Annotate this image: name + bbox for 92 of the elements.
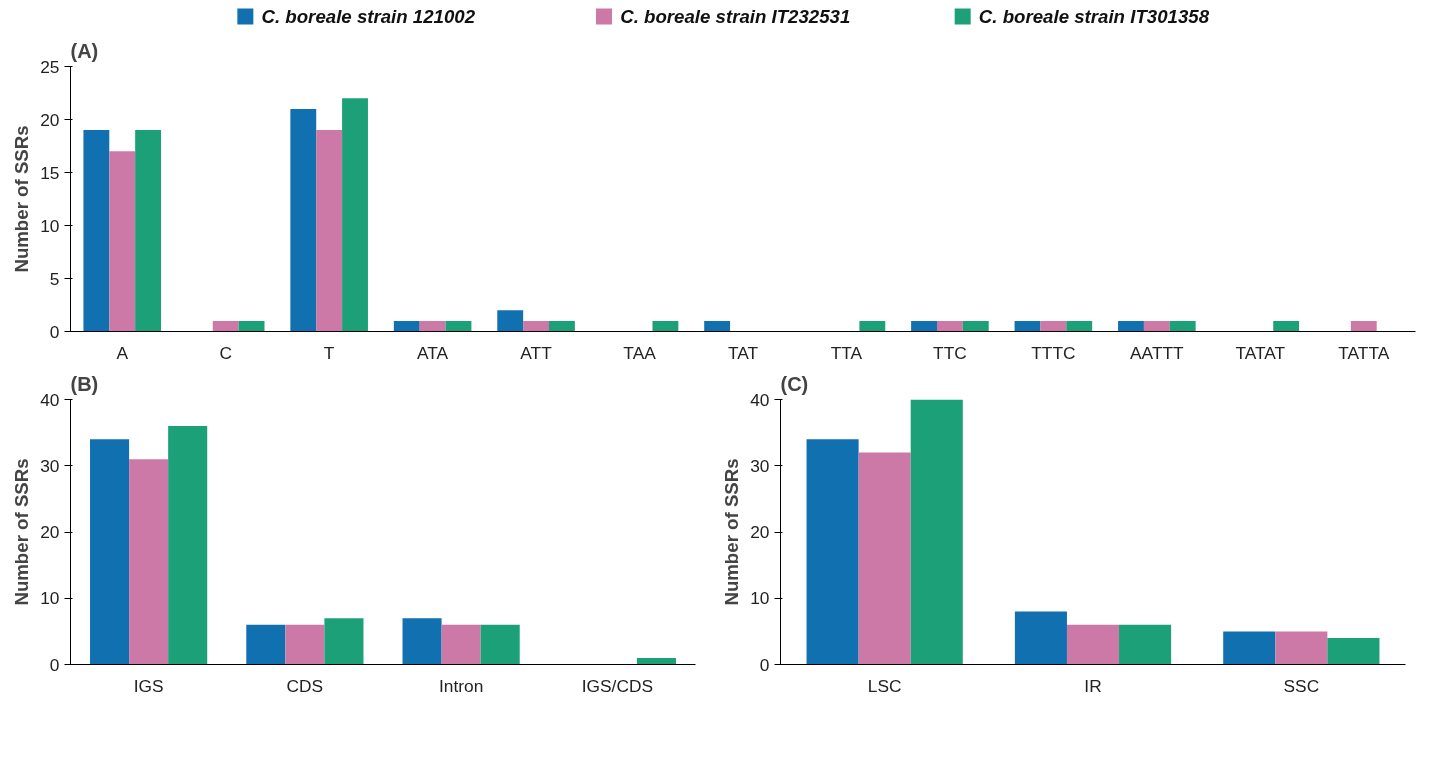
bar xyxy=(859,320,886,332)
x-tick-label: LSC xyxy=(867,675,902,696)
bar xyxy=(109,151,136,332)
bar xyxy=(1350,320,1377,332)
bar xyxy=(1066,624,1120,665)
y-tick-label: 30 xyxy=(40,455,60,476)
bar xyxy=(911,320,937,332)
y-tick-label: 20 xyxy=(40,522,60,542)
y-tick-label: 15 xyxy=(40,162,60,183)
bar xyxy=(480,624,520,665)
y-axis-title: Number of SSRs xyxy=(11,458,33,606)
bar xyxy=(402,618,442,665)
bar xyxy=(936,320,963,332)
bar xyxy=(441,624,481,665)
bar xyxy=(393,320,420,332)
bar xyxy=(523,320,550,332)
legend-label: C. boreale strain 121002 xyxy=(261,6,476,27)
bar xyxy=(316,130,343,332)
bar xyxy=(90,439,130,665)
bar xyxy=(962,320,989,332)
y-tick-label: 0 xyxy=(49,321,60,342)
bar xyxy=(342,98,368,332)
x-tick-label: TTTC xyxy=(1031,342,1076,363)
bar xyxy=(652,320,679,332)
x-tick-label: AATTT xyxy=(1130,342,1185,363)
x-tick-label: T xyxy=(323,342,335,363)
x-tick-label: A xyxy=(116,342,129,363)
bar xyxy=(1275,631,1328,665)
x-tick-label: ATT xyxy=(520,342,553,363)
y-tick-label: 10 xyxy=(750,588,770,609)
x-tick-label: TTA xyxy=(830,342,863,363)
y-tick-label: 30 xyxy=(750,455,770,476)
bar xyxy=(910,399,963,665)
bar xyxy=(290,108,317,332)
x-tick-label: Intron xyxy=(438,675,484,696)
bar xyxy=(1014,320,1041,332)
y-tick-label: 10 xyxy=(40,588,60,609)
y-tick-label: 10 xyxy=(40,215,60,236)
y-tick-label: 20 xyxy=(40,109,60,130)
bar xyxy=(324,618,364,665)
bar xyxy=(636,657,676,665)
x-tick-label: IGS xyxy=(133,675,164,696)
y-tick-label: 0 xyxy=(49,654,60,675)
chart-title: (C) xyxy=(780,372,809,395)
y-tick-label: 5 xyxy=(49,268,60,289)
bar xyxy=(238,320,265,332)
bar xyxy=(1169,320,1196,332)
x-tick-label: C xyxy=(219,342,232,363)
bar xyxy=(246,624,286,665)
y-tick-label: 40 xyxy=(40,389,60,410)
bar xyxy=(1223,631,1276,665)
bar xyxy=(1273,320,1300,332)
bar xyxy=(704,320,731,332)
x-tick-label: TATTA xyxy=(1338,342,1390,363)
bar xyxy=(212,320,239,332)
bar xyxy=(129,459,169,665)
bar xyxy=(806,439,859,665)
legend-label: C. boreale strain IT301358 xyxy=(978,6,1210,27)
bar xyxy=(497,310,524,332)
bar xyxy=(1014,611,1067,665)
x-tick-label: TATAT xyxy=(1235,342,1286,363)
x-tick-label: TAT xyxy=(727,342,759,363)
bar xyxy=(1327,638,1380,665)
y-axis-title: Number of SSRs xyxy=(11,125,33,273)
y-tick-label: 20 xyxy=(750,522,770,542)
x-tick-label: IGS/CDS xyxy=(581,675,654,696)
y-tick-label: 0 xyxy=(759,654,770,675)
bar xyxy=(1118,320,1144,332)
bar xyxy=(858,452,911,665)
bar xyxy=(83,130,110,332)
x-tick-label: TTC xyxy=(933,342,967,363)
bar xyxy=(1066,320,1093,332)
x-tick-label: CDS xyxy=(286,675,324,696)
bar xyxy=(1040,320,1067,332)
y-axis-title: Number of SSRs xyxy=(721,458,743,606)
bar xyxy=(1143,320,1170,332)
x-tick-label: TAA xyxy=(623,342,657,363)
y-tick-label: 25 xyxy=(40,56,60,77)
x-tick-label: IR xyxy=(1084,675,1102,696)
chart-title: (A) xyxy=(70,39,99,62)
y-tick-label: 40 xyxy=(750,389,770,410)
x-tick-label: SSC xyxy=(1283,675,1320,696)
bar xyxy=(168,426,208,665)
bar xyxy=(419,320,446,332)
bar xyxy=(285,624,325,665)
bar xyxy=(135,130,162,332)
x-tick-label: ATA xyxy=(417,342,449,363)
bar xyxy=(549,320,575,332)
legend-label: C. boreale strain IT232531 xyxy=(620,6,851,27)
chart-title: (B) xyxy=(70,372,99,395)
bar xyxy=(445,320,472,332)
bar xyxy=(1119,624,1172,665)
